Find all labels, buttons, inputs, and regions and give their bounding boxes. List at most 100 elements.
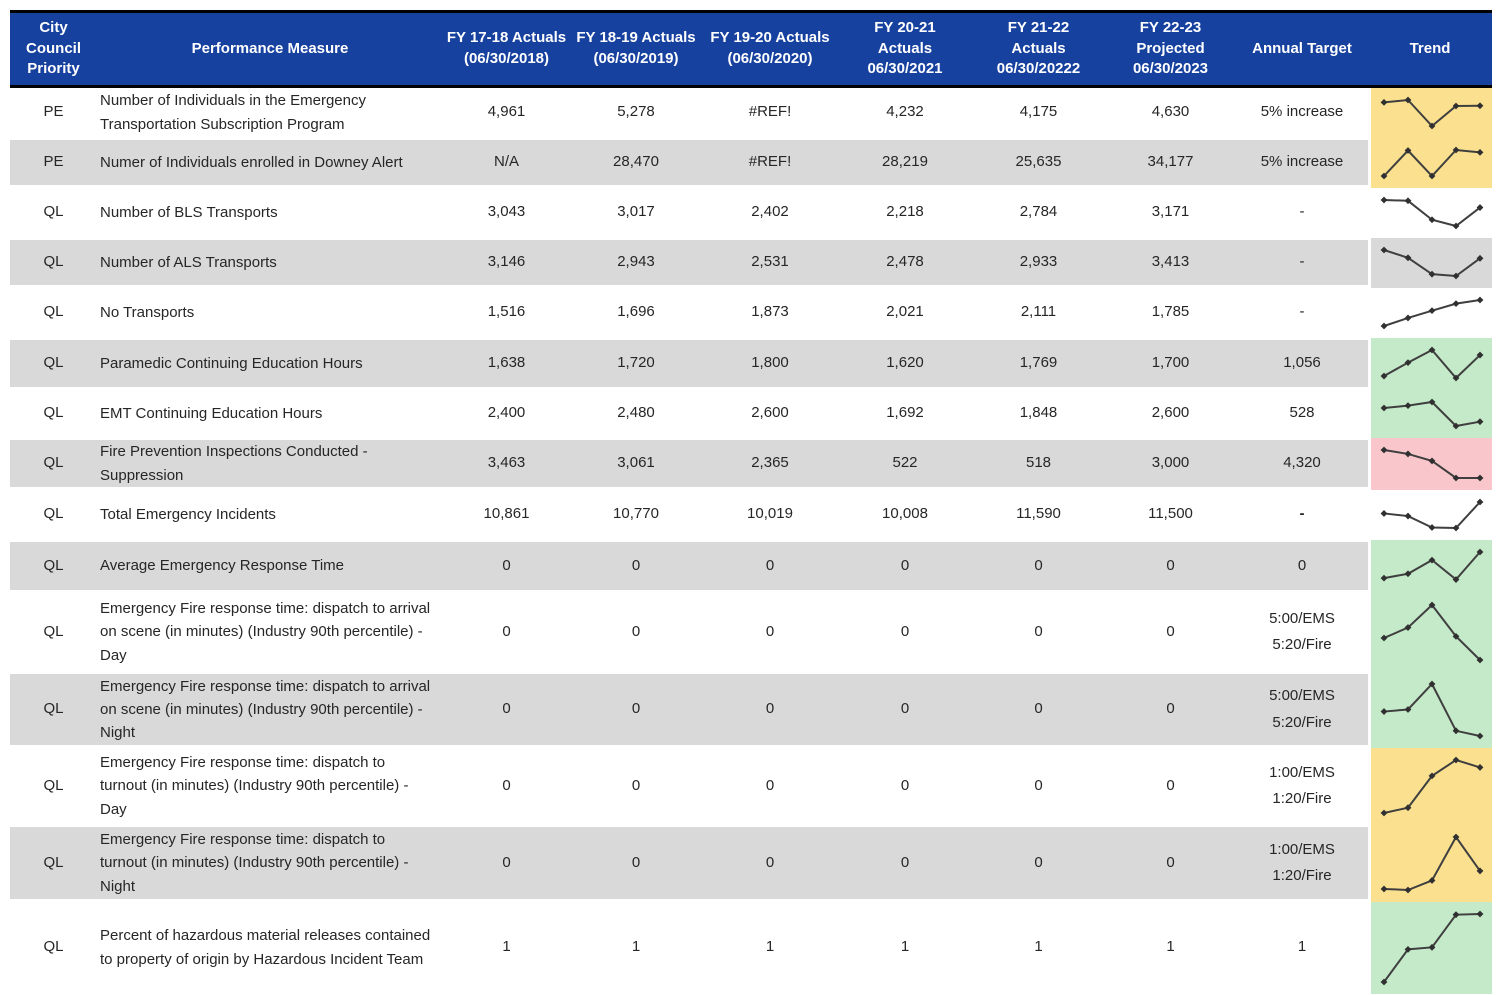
value-cell: 3,146: [487, 253, 526, 271]
row-band: QL Total Emergency Incidents 10,861 10,770 1…: [10, 492, 1368, 537]
row-band: QL Number of BLS Transports 3,043 3,017 2,40…: [10, 190, 1368, 235]
value-cell: 10,019: [747, 505, 793, 523]
trend-data-point: [1380, 634, 1387, 642]
header-cell-priority: City Council Priority: [26, 18, 81, 78]
header-cell-trend: Trend: [1409, 39, 1451, 57]
trend-data-point: [1476, 204, 1483, 211]
header-cell-fy1718: FY 17-18 Actuals (06/30/2018): [446, 29, 567, 67]
table-header-row: City Council Priority Performance Measure…: [10, 10, 1492, 88]
trend-data-point: [1428, 216, 1435, 224]
row-band: QL Emergency Fire response time: dispatch…: [10, 674, 1368, 745]
trend-data-point: [1452, 374, 1459, 382]
trend-data-point: [1380, 246, 1387, 254]
trend-sparkline: [1380, 910, 1483, 986]
value-cell: 2,021: [886, 303, 924, 321]
row-band: PE Numer of Individuals enrolled in Downe…: [10, 140, 1368, 185]
value-cell: 1: [631, 938, 641, 956]
header-cell-measure: Performance Measure: [191, 39, 349, 57]
value-cell: 1,785: [1151, 303, 1190, 321]
trend-data-point: [1404, 96, 1411, 104]
value-cell: 0: [1166, 700, 1175, 718]
value-cell: 1,873: [751, 303, 789, 321]
value-cell: 0: [631, 700, 641, 718]
priority-cell: QL: [43, 354, 64, 372]
trend-data-point: [1452, 576, 1459, 583]
trend-data-point: [1428, 172, 1435, 180]
measure-cell: Average Emergency Response Time: [100, 557, 345, 575]
annual-target-cell: -: [1299, 505, 1305, 523]
trend-data-point: [1476, 296, 1483, 304]
value-cell: 1,696: [617, 303, 655, 321]
value-cell: 3,171: [1151, 203, 1190, 221]
annual-target-cell: -: [1299, 253, 1305, 271]
annual-target-cell: 0: [1297, 556, 1307, 574]
header-cell-fy1819: FY 18-19 Actuals (06/30/2019): [576, 29, 696, 67]
value-cell: 0: [900, 853, 910, 871]
trend-cell: [1371, 438, 1492, 490]
trend-data-point: [1380, 708, 1387, 715]
value-cell: 1: [1034, 938, 1043, 956]
value-cell: 1: [900, 938, 910, 956]
header-cell-fy2122: FY 21-22 Actuals 06/30/20222: [996, 18, 1081, 78]
trend-data-point: [1452, 272, 1459, 280]
value-cell: 0: [1034, 622, 1043, 640]
header-cell-fy1920: FY 19-20 Actuals (06/30/2020): [710, 29, 830, 67]
value-cell: 1: [1166, 938, 1175, 956]
trend-cell: [1371, 390, 1492, 438]
trend-data-point: [1476, 102, 1483, 110]
trend-data-point: [1476, 764, 1483, 771]
trend-data-point: [1404, 402, 1411, 409]
annual-target-cell: 4,320: [1283, 454, 1321, 472]
trend-data-point: [1428, 680, 1435, 688]
value-cell: 2,784: [1019, 203, 1058, 221]
value-cell: 28,470: [613, 153, 659, 171]
performance-measure-table: City Council Priority Performance Measure…: [10, 10, 1492, 994]
table-row: QL Average Emergency Response Time 0 0 0 0 0 0 0: [10, 540, 1492, 593]
value-cell: 0: [631, 622, 641, 640]
value-cell: 2,600: [1151, 404, 1190, 422]
value-cell: 0: [765, 700, 775, 718]
trend-data-point: [1476, 732, 1483, 740]
measure-cell: Emergency Fire response time: dispatch t…: [100, 754, 409, 818]
trend-data-point: [1452, 632, 1459, 640]
annual-target-cell: -: [1299, 203, 1305, 221]
value-cell: #REF!: [748, 103, 792, 121]
trend-data-point: [1452, 911, 1459, 919]
annual-target-cell: 1:00/EMS 1:20/Fire: [1269, 840, 1335, 884]
trend-data-point: [1404, 450, 1411, 458]
priority-cell: PE: [43, 103, 64, 121]
trend-sparkline: [1380, 296, 1483, 330]
value-cell: 0: [631, 556, 641, 574]
trend-sparkline: [1380, 548, 1483, 583]
table-row: QL Emergency Fire response time: dispatch…: [10, 825, 1492, 902]
trend-data-point: [1428, 270, 1435, 278]
measure-cell: Fire Prevention Inspections Conducted - …: [100, 443, 368, 484]
value-cell: 0: [765, 556, 775, 574]
annual-target-cell: 1:00/EMS 1:20/Fire: [1269, 763, 1335, 807]
trend-data-point: [1428, 772, 1435, 780]
value-cell: 2,531: [751, 253, 789, 271]
measure-cell: Total Emergency Incidents: [100, 505, 276, 523]
row-band: QL Paramedic Continuing Education Hours 1,…: [10, 340, 1368, 387]
priority-cell: QL: [43, 776, 64, 794]
trend-sparkline: [1380, 96, 1483, 130]
trend-data-point: [1380, 196, 1387, 204]
trend-data-point: [1404, 706, 1411, 713]
trend-data-point: [1404, 886, 1411, 894]
measure-cell: Number of Individuals in the Emergency T…: [100, 92, 366, 133]
table-row: QL Total Emergency Incidents 10,861 10,770 1…: [10, 490, 1492, 540]
trend-data-point: [1476, 867, 1483, 875]
annual-target-cell: 1: [1297, 938, 1307, 956]
value-cell: 4,232: [886, 103, 924, 121]
value-cell: 0: [502, 700, 511, 718]
trend-data-point: [1404, 147, 1411, 154]
trend-data-point: [1404, 254, 1411, 262]
trend-data-point: [1380, 172, 1387, 180]
value-cell: 34,177: [1147, 153, 1194, 171]
trend-sparkline: [1380, 498, 1483, 532]
row-band: PE Number of Individuals in the Emergency…: [10, 90, 1368, 135]
value-cell: 0: [900, 622, 910, 640]
value-cell: 10,861: [483, 505, 530, 523]
trend-cell: [1371, 902, 1492, 994]
value-cell: 2,218: [886, 203, 924, 221]
